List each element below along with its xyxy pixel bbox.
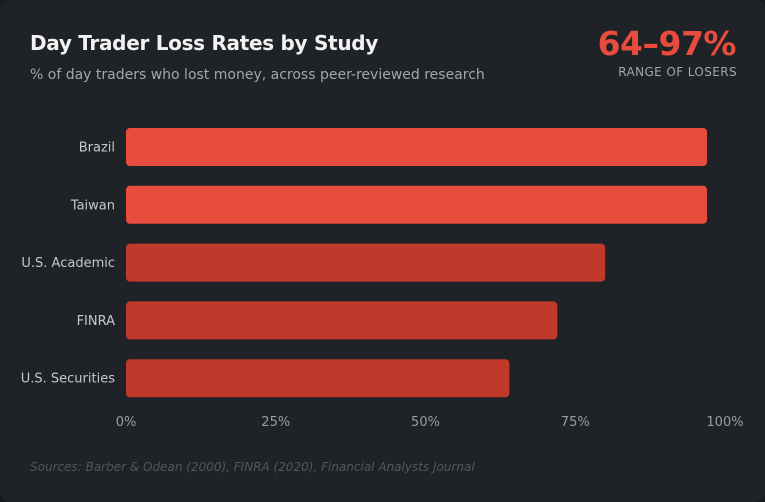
x-tick-label-100: 100% — [706, 415, 743, 430]
category-label-brazil: Brazil — [79, 141, 115, 156]
x-tick-label-25: 25% — [261, 415, 290, 430]
x-tick-label-50: 50% — [411, 415, 440, 430]
x-tick-label-75: 75% — [561, 415, 590, 430]
bar-brazil — [126, 128, 708, 166]
loss-range-label: RANGE OF LOSERS — [618, 65, 737, 79]
bar-chart: Brazil Taiwan U.S. Academic FINRA U.S. Secur… — [21, 128, 744, 430]
bar-taiwan — [126, 185, 708, 224]
loss-range-stat: 64–97% — [597, 24, 737, 63]
category-label-u-s-securities: U.S. Securities — [21, 372, 115, 387]
category-label-u-s-academic: U.S. Academic — [21, 256, 115, 271]
source-note: Sources: Barber & Odean (2000), FINRA (2… — [30, 460, 475, 474]
category-label-taiwan: Taiwan — [70, 198, 115, 213]
category-label-finra: FINRA — [77, 314, 116, 329]
chart-subtitle: % of day traders who lost money, across … — [30, 67, 485, 83]
bar-u-s-academic — [126, 243, 606, 282]
bar-finra — [126, 301, 558, 340]
x-tick-label-0: 0% — [116, 415, 137, 430]
chart-title: Day Trader Loss Rates by Study — [30, 31, 379, 55]
bar-u-s-securities — [126, 359, 510, 398]
